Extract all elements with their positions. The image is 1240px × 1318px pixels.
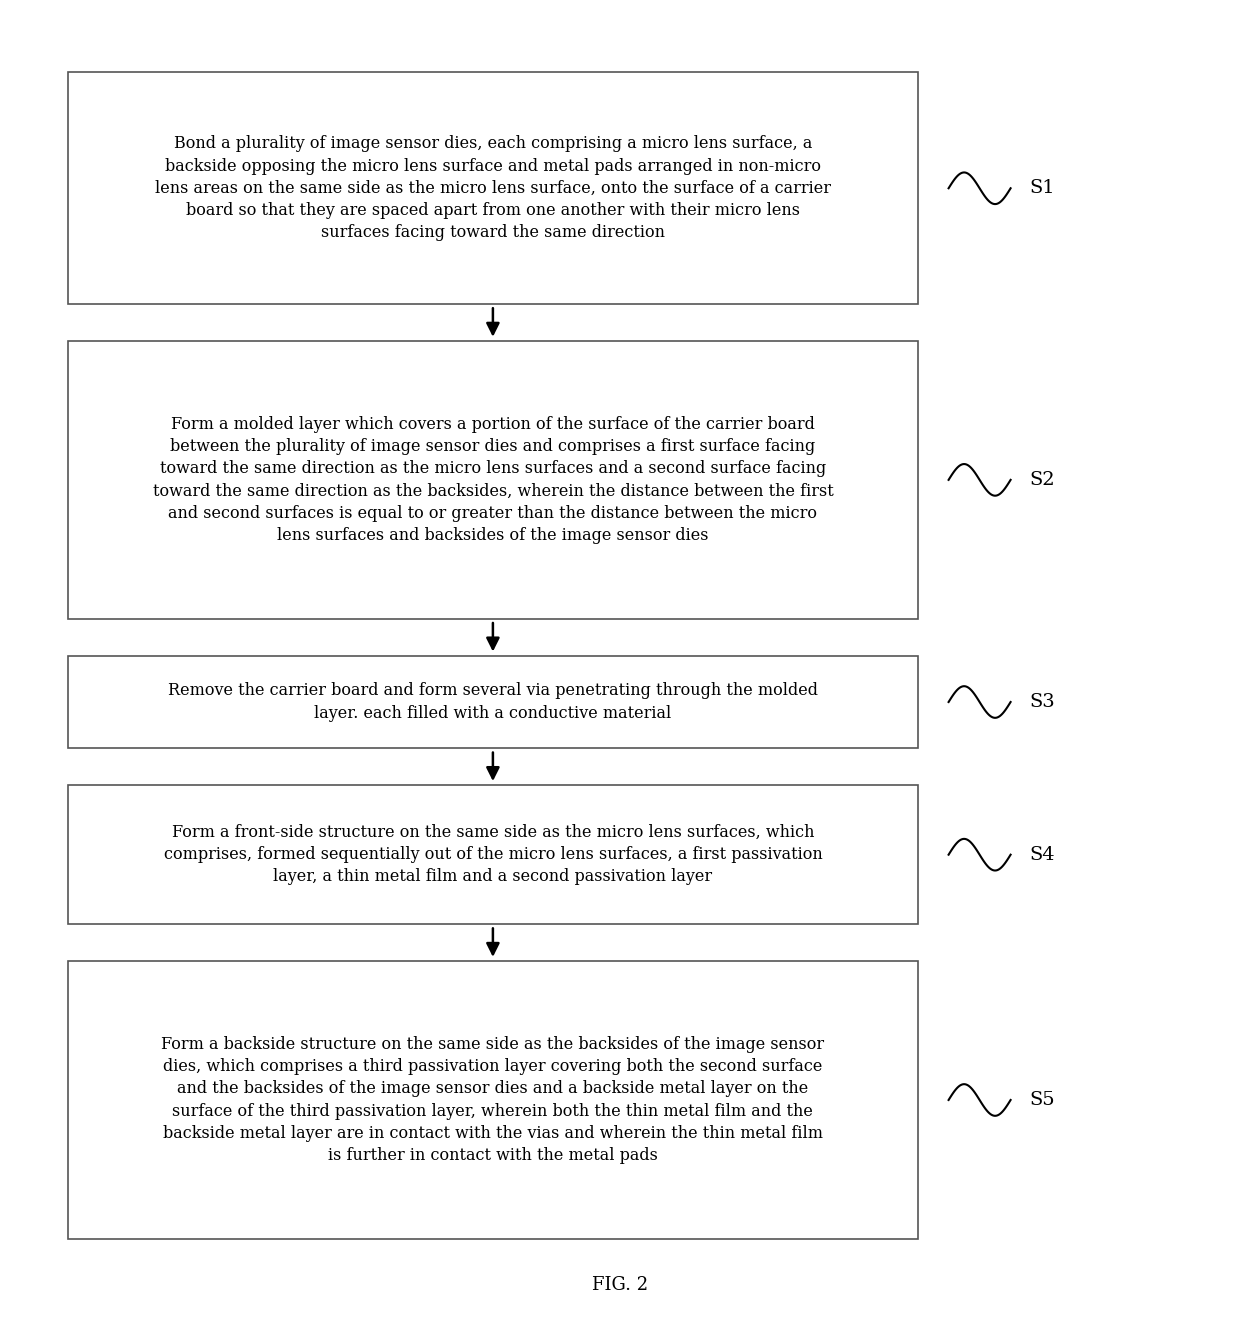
Text: Remove the carrier board and form several via penetrating through the molded
lay: Remove the carrier board and form severa… <box>167 683 818 722</box>
Bar <box>68 72 918 304</box>
Text: Bond a plurality of image sensor dies, each comprising a micro lens surface, a
b: Bond a plurality of image sensor dies, e… <box>155 136 831 241</box>
Text: Form a front-side structure on the same side as the micro lens surfaces, which
c: Form a front-side structure on the same … <box>164 824 822 886</box>
Text: Form a backside structure on the same side as the backsides of the image sensor
: Form a backside structure on the same si… <box>161 1036 825 1164</box>
Bar <box>68 341 918 619</box>
Text: S3: S3 <box>1029 693 1055 710</box>
Bar <box>68 656 918 749</box>
Text: S5: S5 <box>1029 1091 1055 1108</box>
Bar <box>68 786 918 924</box>
Bar <box>68 961 918 1239</box>
Text: S1: S1 <box>1029 179 1055 198</box>
Text: Form a molded layer which covers a portion of the surface of the carrier board
b: Form a molded layer which covers a porti… <box>153 416 833 544</box>
Text: FIG. 2: FIG. 2 <box>591 1276 649 1294</box>
Text: S4: S4 <box>1029 846 1055 863</box>
Text: S2: S2 <box>1029 471 1055 489</box>
